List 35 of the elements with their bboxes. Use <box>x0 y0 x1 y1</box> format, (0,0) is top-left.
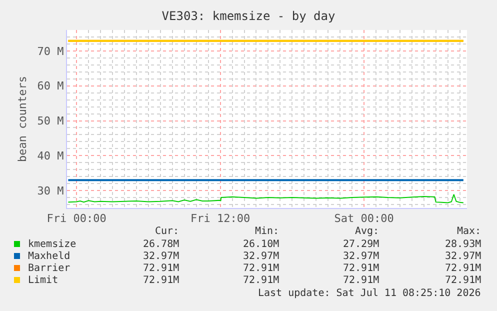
x-tick-label: Fri 00:00 <box>46 212 106 226</box>
x-tick-label: Sat 00:00 <box>334 212 394 226</box>
legend-label: Barrier <box>28 263 70 274</box>
text: 27.29M <box>343 239 380 250</box>
text: 72.91M <box>445 263 482 274</box>
text: 72.91M <box>343 275 380 286</box>
text: 72.91M <box>343 263 380 274</box>
text: Avg: <box>355 226 380 237</box>
y-axis-title: bean counters <box>16 76 29 162</box>
text: 32.97M <box>243 251 280 262</box>
text: 72.91M <box>143 275 180 286</box>
x-tick-label: Fri 12:00 <box>190 212 250 226</box>
text: Min: <box>255 226 280 237</box>
legend-label: Maxheld <box>28 251 70 262</box>
y-tick-label: 40 M <box>37 150 64 162</box>
y-tick-label: 70 M <box>37 44 64 58</box>
text: Cur: <box>155 226 180 237</box>
y-tick-label: 50 M <box>37 114 64 128</box>
legend-label: Limit <box>28 275 58 286</box>
text: 32.97M <box>445 251 482 262</box>
y-tick-label: 30 M <box>37 184 64 198</box>
legend-label: kmemsize <box>28 239 76 250</box>
text: 28.93M <box>445 239 482 250</box>
text: 26.10M <box>243 239 280 250</box>
text: 72.91M <box>143 263 180 274</box>
chart-title: VE303: kmemsize - by day <box>162 9 336 24</box>
text: 32.97M <box>343 251 380 262</box>
text: 26.78M <box>143 239 180 250</box>
text: 72.91M <box>243 275 280 286</box>
text: Max: <box>457 226 482 237</box>
text: Last update: Sat Jul 11 08:25:10 2026 <box>258 288 481 299</box>
text: 32.97M <box>143 251 180 262</box>
text: 72.91M <box>445 275 482 286</box>
text: 72.91M <box>243 263 280 274</box>
y-tick-label: 60 M <box>37 80 64 93</box>
